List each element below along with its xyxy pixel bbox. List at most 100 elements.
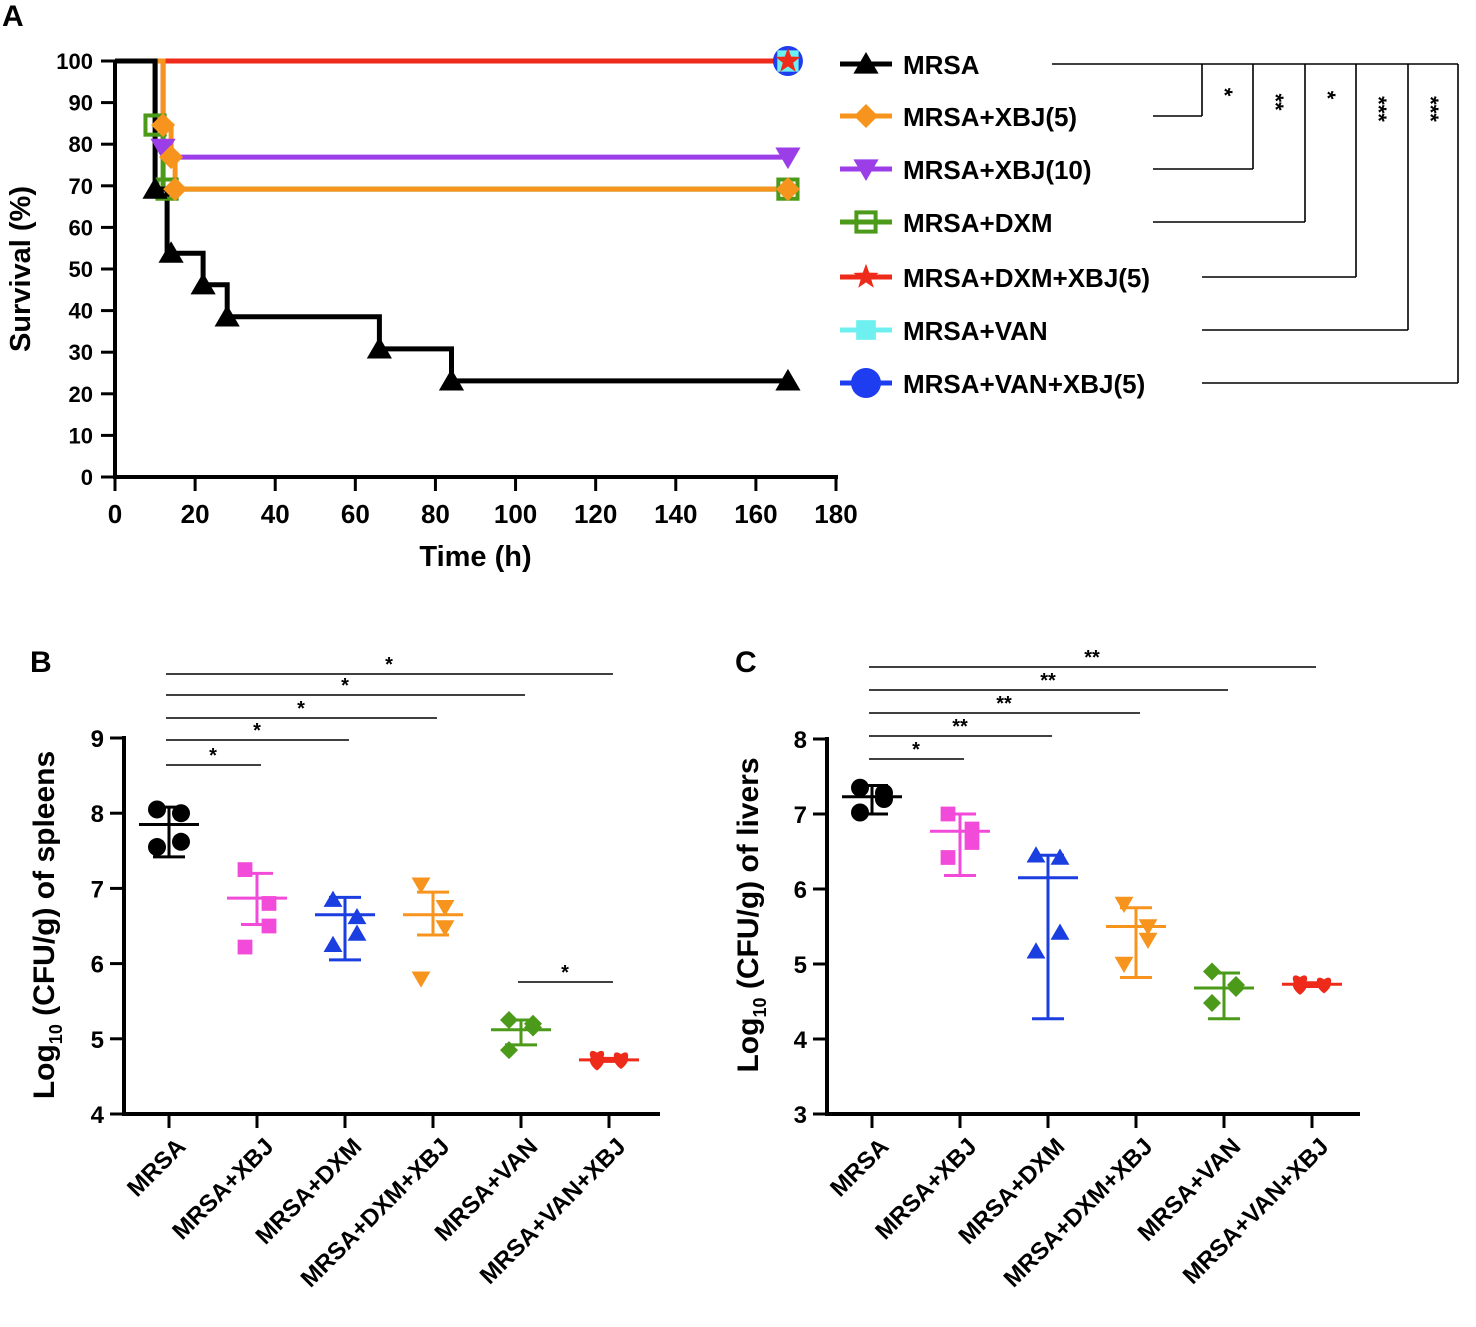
data-point [1050,923,1070,940]
y-tick-label: 50 [69,257,93,282]
series-marker-0 [190,272,216,295]
x-tick-label: 60 [341,499,370,529]
x-tick-label: 120 [574,499,617,529]
legend-label: MRSA+VAN [903,316,1048,346]
y-axis-title: Log10 (CFU/g) of livers [732,757,770,1072]
data-point [323,890,343,907]
significance-label: ** [952,716,968,738]
data-point [1203,962,1221,981]
series-marker-2 [150,138,176,161]
data-point [1138,919,1158,936]
x-tick-label: 20 [181,499,210,529]
data-point [1114,956,1134,973]
panel-label-b: B [30,646,52,679]
series-marker-0 [438,368,465,391]
series-line-1 [115,58,788,192]
data-point [172,832,190,851]
series-marker-4 [775,47,801,72]
data-point [940,850,956,865]
panel-label-a: A [2,0,24,33]
y-tick-label: 4 [794,1027,808,1054]
x-tick-label: 180 [814,499,857,529]
legend-label: MRSA+DXM+XBJ(5) [903,263,1150,293]
legend-marker [856,320,876,340]
y-tick-label: 7 [91,876,104,903]
data-point [435,920,455,937]
data-point [964,835,980,850]
y-tick-label: 0 [81,465,93,490]
legend-label: MRSA+DXM [903,208,1053,238]
legend-label: MRSA [903,50,980,80]
x-tick-label: 160 [734,499,777,529]
data-point [1138,932,1158,949]
data-point [347,907,367,925]
series-marker-0 [142,177,168,199]
legend-marker [851,368,881,398]
data-point [524,1018,542,1037]
significance-label: * [1212,88,1237,97]
y-tick-label: 8 [91,801,104,828]
x-tick-label: 40 [261,499,290,529]
y-axis-title: Survival (%) [5,186,37,352]
significance-label: * [385,654,393,676]
data-point [1050,848,1070,865]
x-tick-label: 80 [421,499,450,529]
panel-label-c: C [735,646,757,679]
legend-marker [853,52,879,74]
significance-label: * [912,739,920,761]
data-point [1114,896,1134,913]
legend-marker [853,263,879,288]
y-tick-label: 9 [91,726,104,753]
data-point [940,806,956,822]
x-tick-label: MRSA+DXM+XBJ [999,1133,1159,1293]
spleen-cfu-chart: 456789MRSAMRSA+XBJMRSA+DXMMRSA+DXM+XBJMR… [28,654,660,1293]
x-tick-label: MRSA+VAN+XBJ [475,1133,631,1289]
series-marker-0 [158,241,184,263]
data-point [435,900,455,917]
y-tick-label: 40 [69,299,93,324]
data-point [347,924,367,941]
y-axis-title: Log10 (CFU/g) of spleens [28,751,66,1099]
data-point [964,821,980,837]
data-point [500,1011,518,1029]
y-tick-label: 90 [69,91,93,116]
significance-label: ** [1040,670,1056,692]
data-point [1026,846,1046,863]
legend-label: MRSA+XBJ(5) [903,102,1077,132]
data-point [1227,979,1245,997]
data-point [500,1041,518,1060]
series-line-2 [115,58,788,160]
significance-label: * [341,675,349,697]
legend-label: MRSA+XBJ(10) [903,155,1092,185]
significance-label: * [209,745,217,767]
data-point [237,939,253,955]
x-tick-label: MRSA+DXM+XBJ [296,1133,456,1293]
x-tick-label: MRSA+VAN+XBJ [1178,1133,1334,1289]
x-tick-label: 100 [494,499,537,529]
data-point [1203,994,1221,1012]
y-tick-label: 80 [69,132,93,157]
y-tick-label: 7 [794,802,807,829]
significance-label: * [253,720,261,742]
significance-label: ** [996,693,1012,715]
series-marker-1 [775,177,800,202]
x-tick-label: MRSA [825,1133,894,1202]
series-marker-1 [159,145,184,170]
x-tick-label: MRSA [122,1133,191,1202]
series-line-3 [115,58,788,192]
data-point [851,803,869,822]
significance-label: *** [1366,96,1391,122]
series-marker-0 [214,304,240,327]
legend-label: MRSA+VAN+XBJ(5) [903,369,1145,399]
data-point [261,918,277,934]
data-point [172,804,190,823]
significance-label: ** [1084,647,1100,669]
data-point [589,1056,605,1071]
series-marker-0 [775,368,801,391]
data-point [323,935,343,952]
significance-label: *** [1468,96,1476,122]
significance-label: ** [1263,93,1288,111]
data-point [148,838,166,857]
legend-marker [853,159,879,181]
y-tick-label: 70 [69,174,93,199]
